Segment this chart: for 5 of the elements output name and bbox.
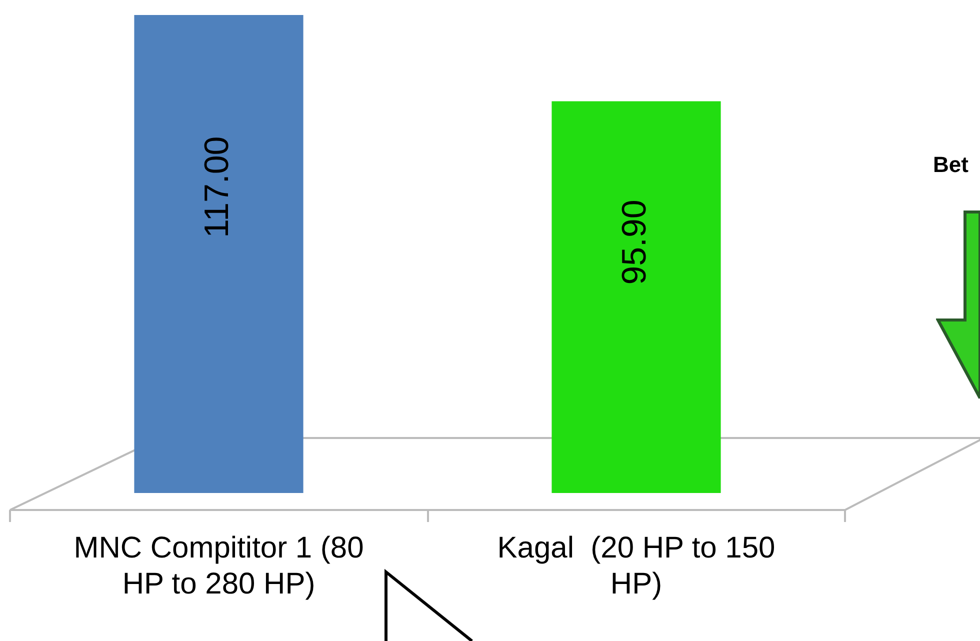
x-tick-label: Kagal (20 HP to 150 HP)	[497, 531, 776, 600]
data-label: 95.90	[616, 200, 654, 285]
annotation: Bet	[933, 152, 968, 178]
x-tick-label: MNC Compititor 1 (80 HP to 280 HP)	[74, 531, 364, 600]
data-label: 117.00	[198, 136, 236, 238]
